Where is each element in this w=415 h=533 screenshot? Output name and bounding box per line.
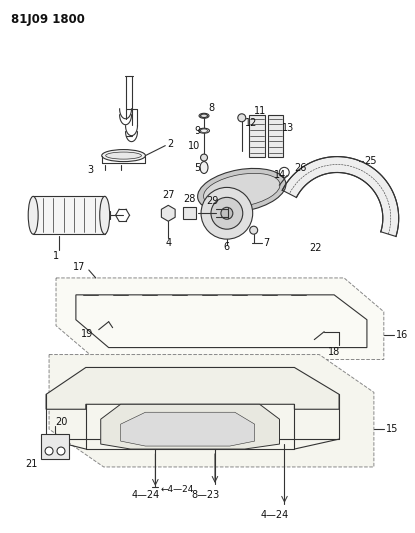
Circle shape xyxy=(45,447,53,455)
Text: 4—24: 4—24 xyxy=(261,510,289,520)
Text: 7: 7 xyxy=(264,238,270,248)
Circle shape xyxy=(221,207,233,219)
Text: 28: 28 xyxy=(183,195,195,204)
Text: 8—23: 8—23 xyxy=(191,490,219,500)
Ellipse shape xyxy=(28,196,38,234)
Text: 29: 29 xyxy=(206,196,218,206)
Text: 16: 16 xyxy=(396,329,408,340)
Ellipse shape xyxy=(200,161,208,173)
Text: 3: 3 xyxy=(88,165,94,174)
Text: 18: 18 xyxy=(328,346,340,357)
Text: 15: 15 xyxy=(386,424,398,434)
Text: 9: 9 xyxy=(194,126,200,136)
Circle shape xyxy=(238,114,246,122)
Polygon shape xyxy=(33,196,105,234)
Text: 12: 12 xyxy=(245,118,257,128)
Text: 4—24: 4—24 xyxy=(131,490,159,500)
Text: 19: 19 xyxy=(81,329,93,338)
Text: 81J09 1800: 81J09 1800 xyxy=(11,13,85,26)
Text: 5: 5 xyxy=(194,163,200,173)
Text: 10: 10 xyxy=(188,141,200,151)
Ellipse shape xyxy=(102,150,145,161)
Circle shape xyxy=(57,447,65,455)
Ellipse shape xyxy=(100,196,110,234)
Text: 21: 21 xyxy=(25,459,37,469)
Polygon shape xyxy=(282,157,399,237)
Text: 17: 17 xyxy=(73,262,86,272)
Text: 20: 20 xyxy=(55,417,67,427)
Ellipse shape xyxy=(198,168,286,212)
Polygon shape xyxy=(183,207,196,219)
Text: 2: 2 xyxy=(167,139,173,149)
Text: 25: 25 xyxy=(364,156,376,166)
Circle shape xyxy=(201,188,253,239)
Polygon shape xyxy=(101,404,280,449)
Polygon shape xyxy=(41,434,69,459)
Circle shape xyxy=(200,154,208,161)
Ellipse shape xyxy=(200,114,208,118)
Ellipse shape xyxy=(203,173,280,207)
Text: 11: 11 xyxy=(254,106,266,116)
Circle shape xyxy=(211,197,243,229)
Ellipse shape xyxy=(199,114,209,118)
Text: 6: 6 xyxy=(224,242,230,252)
Polygon shape xyxy=(161,205,175,221)
Text: 13: 13 xyxy=(281,123,294,133)
Text: 14: 14 xyxy=(273,171,286,181)
Polygon shape xyxy=(121,412,255,446)
Text: 22: 22 xyxy=(310,243,322,253)
Circle shape xyxy=(250,226,258,234)
Ellipse shape xyxy=(106,152,142,159)
Polygon shape xyxy=(268,115,283,157)
Text: 4: 4 xyxy=(165,238,171,248)
Text: 1: 1 xyxy=(53,251,59,261)
Text: 27: 27 xyxy=(162,190,175,200)
Text: 8: 8 xyxy=(208,103,214,113)
Ellipse shape xyxy=(198,128,210,133)
Polygon shape xyxy=(56,278,384,360)
Polygon shape xyxy=(249,115,265,157)
Text: 26: 26 xyxy=(294,164,307,173)
Polygon shape xyxy=(46,367,339,409)
Polygon shape xyxy=(49,354,374,467)
Text: ←4—24: ←4—24 xyxy=(160,486,194,494)
